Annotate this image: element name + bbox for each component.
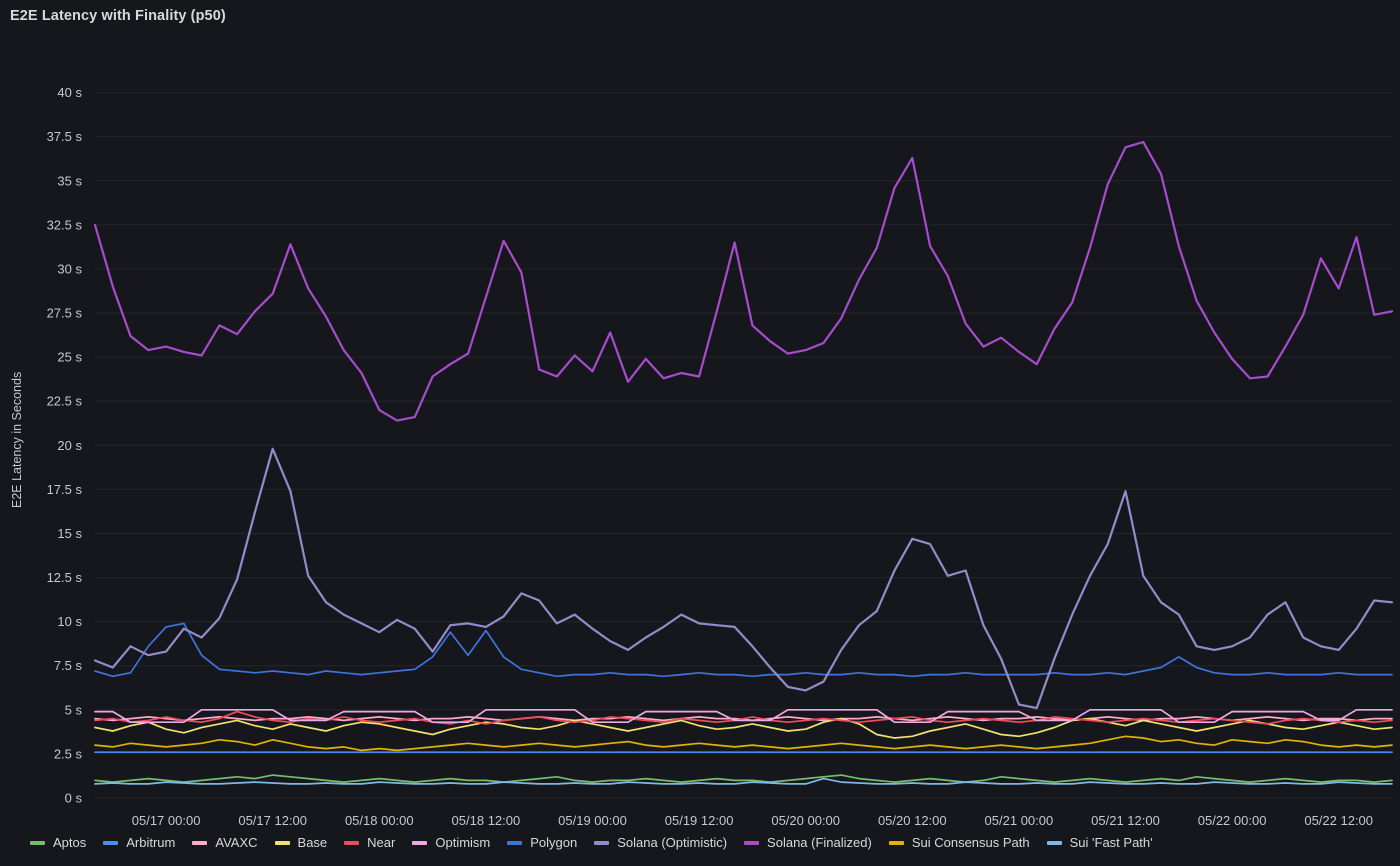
legend-item-base[interactable]: Base [274,835,328,850]
legend-label: Sui 'Fast Path' [1069,835,1153,850]
series-line-sui-fast-path[interactable] [94,777,1393,785]
legend-label: AVAXC [215,835,258,850]
legend-label: Base [297,835,328,850]
legend-swatch-icon [30,840,45,845]
series-line-sui-consensus-path[interactable] [94,735,1393,752]
y-tick-label: 0 s [65,791,83,806]
legend-item-avaxc[interactable]: AVAXC [192,835,258,850]
legend-swatch-icon [1046,840,1062,845]
series-line-solana-optimistic[interactable] [93,447,1394,710]
series-line-solana-finalized[interactable] [93,140,1394,422]
y-tick-label: 17.5 s [47,482,83,497]
y-tick-label: 7.5 s [54,658,83,673]
legend-item-polygon[interactable]: Polygon [507,835,577,850]
y-tick-label: 35 s [57,173,82,188]
legend-label: Solana (Optimistic) [617,835,728,850]
y-tick-label: 30 s [57,262,82,277]
series-line-optimism[interactable] [94,708,1393,724]
x-tick-label: 05/21 00:00 [985,813,1054,828]
legend-swatch-icon [274,840,290,845]
legend-label: Polygon [530,835,578,850]
legend-swatch-icon [594,840,610,845]
x-tick-label: 05/19 00:00 [558,813,627,828]
series-line-near[interactable] [94,710,1393,725]
x-tick-label: 05/22 12:00 [1304,813,1373,828]
legend-item-sui-consensus-path[interactable]: Sui Consensus Path [888,835,1030,850]
series-line-aptos[interactable] [94,774,1393,783]
legend: Aptos Arbitrum AVAXC Base Near Optimism Polygo… [30,835,1153,850]
legend-label: Optimism [435,835,491,850]
legend-label: Solana (Finalized) [767,835,872,850]
legend-swatch-icon [192,840,208,845]
y-tick-label: 27.5 s [47,306,83,321]
y-tick-label: 12.5 s [47,570,83,585]
legend-label: Sui Consensus Path [911,835,1030,850]
x-tick-label: 05/21 12:00 [1091,813,1160,828]
x-tick-label: 05/17 00:00 [132,813,201,828]
plot-area[interactable] [95,55,1392,798]
y-tick-label: 40 s [57,85,82,100]
y-tick-label: 10 s [57,614,82,629]
legend-item-solana-finalized[interactable]: Solana (Finalized) [744,835,872,850]
series-line-polygon[interactable] [94,622,1393,678]
legend-item-sui-fast-path[interactable]: Sui 'Fast Path' [1046,835,1153,850]
y-tick-label: 32.5 s [47,217,83,232]
legend-label: Aptos [53,835,87,850]
legend-item-arbitrum[interactable]: Arbitrum [103,835,175,850]
x-tick-label: 05/20 00:00 [771,813,840,828]
y-tick-label: 15 s [57,526,82,541]
x-tick-label: 05/17 12:00 [238,813,307,828]
x-tick-label: 05/19 12:00 [665,813,734,828]
x-tick-label: 05/20 12:00 [878,813,947,828]
legend-item-solana-optimistic[interactable]: Solana (Optimistic) [594,835,727,850]
legend-item-aptos[interactable]: Aptos [30,835,86,850]
y-tick-label: 37.5 s [47,129,83,144]
panel-title: E2E Latency with Finality (p50) [10,8,226,24]
x-tick-label: 05/18 00:00 [345,813,414,828]
legend-swatch-icon [344,840,360,845]
x-tick-label: 05/22 00:00 [1198,813,1267,828]
legend-swatch-icon [507,840,523,845]
legend-item-optimism[interactable]: Optimism [412,835,490,850]
legend-label: Arbitrum [126,835,176,850]
legend-swatch-icon [744,840,760,845]
y-tick-label: 25 s [57,350,82,365]
x-tick-label: 05/18 12:00 [452,813,521,828]
legend-item-near[interactable]: Near [344,835,395,850]
legend-swatch-icon [103,840,119,845]
y-tick-label: 5 s [65,702,83,717]
y-tick-label: 22.5 s [47,394,83,409]
legend-swatch-icon [412,840,428,845]
legend-swatch-icon [888,840,904,845]
y-tick-label: 2.5 s [54,746,83,761]
legend-label: Near [367,835,396,850]
series-line-base[interactable] [94,717,1393,739]
y-tick-label: 20 s [57,438,82,453]
